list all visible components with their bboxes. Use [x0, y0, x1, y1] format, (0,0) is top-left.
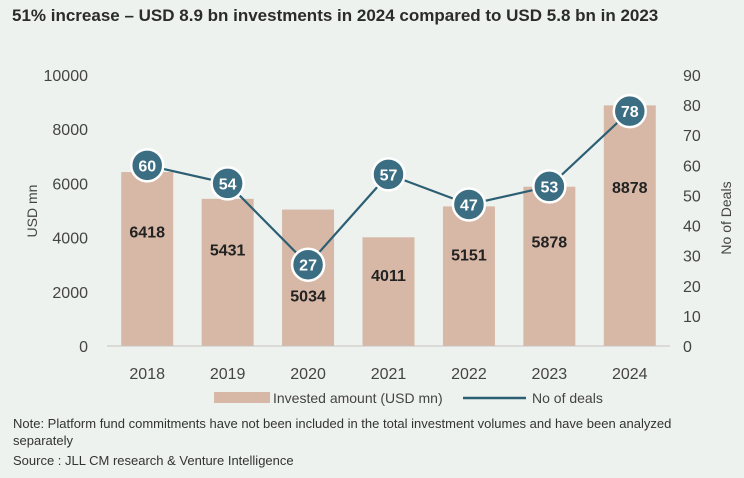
y2-tick-label: 20 — [683, 279, 701, 296]
y2-tick-label: 0 — [683, 339, 692, 356]
deals-value-label: 27 — [299, 258, 317, 275]
y-axis-right: 0 10 20 30 40 50 60 70 80 90 — [683, 68, 701, 356]
bar — [523, 186, 576, 346]
x-tick-label: 2018 — [129, 366, 165, 383]
deals-value-label: 57 — [380, 167, 398, 184]
bar-value-label: 6418 — [129, 224, 165, 241]
bar — [603, 105, 656, 347]
bar — [121, 172, 174, 346]
y2-tick-label: 10 — [683, 309, 701, 326]
x-tick-label: 2024 — [612, 366, 648, 383]
chart-note: Note: Platform fund commitments have not… — [13, 416, 672, 448]
legend-bar-swatch — [214, 392, 270, 403]
x-tick-label: 2022 — [451, 366, 487, 383]
x-tick-label: 2020 — [290, 366, 326, 383]
y2-tick-label: 40 — [683, 219, 701, 236]
deals-marker — [129, 148, 165, 183]
deals-value-label: 53 — [540, 179, 558, 196]
bar — [201, 198, 254, 346]
deals-marker — [371, 157, 406, 192]
line-series: 6418 5431 5034 4011 5151 5878 8878 60 54 27 57 47 53… — [129, 93, 648, 306]
y-tick-label: 2000 — [52, 285, 88, 302]
bar — [362, 237, 415, 346]
y2-tick-label: 90 — [683, 68, 701, 85]
y-tick-label: 4000 — [52, 231, 88, 248]
legend: Invested amount (USD mn) No of deals — [214, 390, 603, 406]
legend-line-label: No of deals — [532, 390, 603, 406]
y2-tick-label: 50 — [683, 188, 701, 205]
x-axis: 2018 2019 2020 2021 2022 2023 2024 — [129, 366, 647, 383]
y-axis-title: USD mn — [24, 185, 40, 238]
deals-marker — [290, 247, 326, 282]
y-tick-label: 0 — [79, 339, 88, 356]
deals-marker — [532, 169, 567, 204]
bar-value-label: 5151 — [451, 247, 487, 264]
bar-series — [121, 105, 656, 347]
deals-value-label: 78 — [621, 104, 639, 121]
y2-tick-label: 70 — [683, 128, 701, 145]
y-tick-label: 6000 — [52, 176, 88, 193]
bar-value-label: 5034 — [290, 289, 326, 306]
y2-tick-label: 60 — [683, 158, 701, 175]
legend-bar-label: Invested amount (USD mn) — [273, 390, 443, 406]
bar-value-label: 4011 — [371, 268, 406, 285]
x-tick-label: 2023 — [532, 366, 568, 383]
deals-value-label: 54 — [219, 176, 237, 193]
deals-value-label: 47 — [460, 197, 478, 214]
x-tick-label: 2021 — [371, 366, 407, 383]
bar — [442, 206, 495, 346]
y-axis-left: 0 2000 4000 6000 8000 10000 — [44, 68, 89, 356]
y2-axis-title: No of Deals — [718, 181, 734, 254]
chart-source: Source : JLL CM research & Venture Intel… — [13, 453, 294, 468]
y-tick-label: 8000 — [52, 122, 88, 139]
y2-tick-label: 30 — [683, 249, 701, 266]
deals-marker — [612, 93, 648, 129]
deals-value-label: 60 — [138, 158, 156, 175]
bar-value-label: 5431 — [210, 242, 246, 259]
chart-title: 51% increase – USD 8.9 bn investments in… — [12, 6, 659, 25]
deals-marker — [451, 187, 487, 222]
deals-marker — [210, 166, 245, 201]
bar-value-label: 8878 — [612, 180, 648, 197]
y2-tick-label: 80 — [683, 98, 701, 115]
bar-value-label: 5878 — [532, 234, 568, 251]
x-tick-label: 2019 — [210, 366, 246, 383]
y-tick-label: 10000 — [44, 68, 89, 85]
